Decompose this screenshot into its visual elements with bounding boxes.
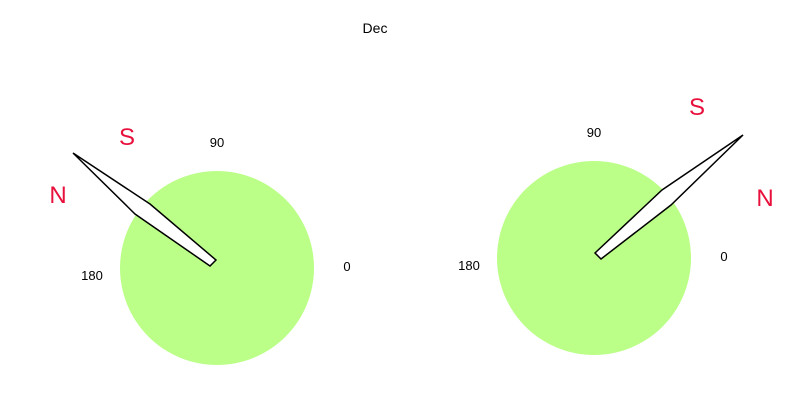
right-label-180: 180 — [458, 258, 480, 273]
right-pole-north: N — [756, 185, 773, 212]
left-dial-disc — [120, 171, 314, 365]
right-label-90: 90 — [587, 125, 601, 140]
left-label-0: 0 — [343, 259, 350, 274]
left-label-180: 180 — [81, 268, 103, 283]
left-label-90: 90 — [210, 135, 224, 150]
right-pole-south: S — [689, 94, 705, 121]
left-dial: 90 0 180 S N — [49, 124, 351, 365]
right-label-0: 0 — [720, 249, 727, 264]
right-needle — [593, 134, 744, 260]
left-pole-south: S — [119, 124, 135, 151]
left-needle — [72, 152, 218, 267]
left-pole-north: N — [49, 182, 66, 209]
figure-title: Dec — [362, 20, 388, 36]
right-dial: 90 0 180 S N — [458, 94, 774, 355]
